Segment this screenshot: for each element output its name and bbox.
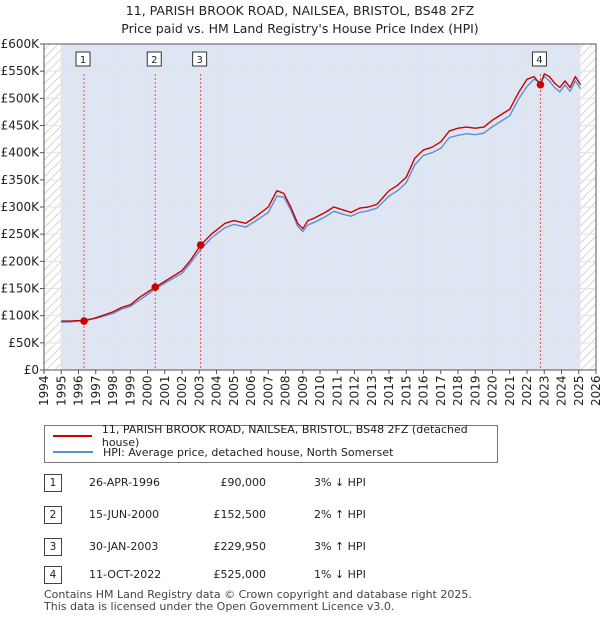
x-tick-label: 2008 [279, 375, 293, 406]
legend-item-hpi: HPI: Average price, detached house, Nort… [53, 444, 393, 460]
price-chart: 1 2 3 4 £0 £50K £100K £150K £200K £250K £300K £350… [1, 37, 600, 406]
transaction-hpi-diff: 3% ↑ HPI [314, 540, 366, 553]
transaction-price: £152,500 [213, 508, 267, 521]
x-tick-label: 2016 [417, 375, 431, 406]
legend-hpi-swatch [53, 451, 93, 453]
x-tick-label: 2013 [365, 375, 379, 406]
legend-item-property: 11, PARISH BROOK ROAD, NAILSEA, BRISTOL,… [53, 423, 497, 449]
y-tick-label: £450K [1, 119, 41, 133]
transaction-price: £525,000 [213, 568, 267, 581]
y-tick-label: £600K [1, 37, 41, 51]
x-tick-label: 1996 [72, 375, 86, 406]
x-tick-label: 2004 [210, 375, 224, 406]
transaction-number: 4 [44, 566, 62, 584]
x-tick-label: 2023 [537, 375, 551, 406]
hpi-line [61, 75, 582, 323]
x-tick-label: 1999 [123, 375, 137, 406]
transaction-marker-box [146, 51, 162, 67]
sale-point [151, 283, 160, 291]
y-tick-label: £100K [1, 309, 41, 323]
transaction-number: 1 [44, 474, 62, 492]
transaction-hpi-diff: 2% ↑ HPI [314, 508, 366, 521]
transaction-number: 3 [44, 538, 62, 556]
legend-property-swatch [53, 435, 92, 437]
sale-point [536, 80, 545, 89]
x-tick-label: 2005 [227, 375, 241, 406]
transaction-hpi-diff: 3% ↓ HPI [314, 476, 366, 489]
x-tick-label: 1998 [106, 375, 120, 406]
transaction-date: 26-APR-1996 [89, 476, 161, 489]
y-tick-label: £500K [1, 91, 41, 105]
transaction-marker-label: 4 [536, 55, 542, 66]
transaction-marker-box [75, 51, 91, 67]
x-tick-label: 2026 [589, 375, 600, 406]
x-tick-label: 2003 [192, 375, 206, 406]
x-tick-label: 2002 [175, 375, 189, 406]
transaction-marker-label: 3 [196, 55, 202, 66]
transaction-price: £229,950 [213, 540, 267, 553]
x-tick-label: 2018 [451, 375, 465, 406]
x-tick-label: 2001 [158, 375, 172, 406]
x-tick-label: 2017 [434, 375, 448, 406]
transaction-date: 15-JUN-2000 [89, 508, 160, 521]
x-tick-label: 2024 [555, 375, 569, 406]
x-tick-label: 2019 [468, 375, 482, 406]
property-price-line [61, 73, 582, 322]
chart-title-line2: Price paid vs. HM Land Registry's House … [121, 21, 479, 36]
x-tick-label: 2022 [520, 375, 534, 406]
chart-title-line1: 11, PARISH BROOK ROAD, NAILSEA, BRISTOL,… [125, 3, 475, 18]
x-tick-label: 1994 [37, 375, 51, 406]
x-tick-label: 2000 [141, 375, 155, 406]
legend-property-label: 11, PARISH BROOK ROAD, NAILSEA, BRISTOL,… [101, 423, 468, 449]
transaction-number: 2 [44, 506, 62, 524]
x-tick-label: 2007 [261, 375, 275, 406]
sale-point [80, 317, 88, 325]
x-tick-label: 2020 [486, 375, 500, 406]
y-tick-label: £50K [8, 336, 40, 350]
transaction-marker-box [192, 51, 208, 67]
y-tick-label: £250K [1, 227, 41, 241]
x-tick-label: 2011 [330, 375, 344, 406]
transaction-date: 11-OCT-2022 [89, 568, 162, 581]
footer: Contains HM Land Registry data © Crown c… [44, 589, 472, 613]
transaction-hpi-diff: 1% ↓ HPI [314, 568, 366, 581]
x-tick-label: 2015 [399, 375, 413, 406]
transaction-marker-box [531, 51, 547, 67]
legend: 11, PARISH BROOK ROAD, NAILSEA, BRISTOL,… [44, 423, 498, 463]
transaction-price: £90,000 [220, 476, 267, 489]
x-tick-label: 2010 [313, 375, 327, 406]
footer-copyright: Contains HM Land Registry data © Crown c… [44, 588, 472, 601]
x-tick-label: 1995 [54, 375, 68, 406]
x-tick-label: 2021 [503, 375, 517, 406]
transaction-marker-label: 2 [151, 55, 157, 66]
x-tick-label: 2006 [244, 375, 258, 406]
y-tick-label: £550K [1, 64, 41, 78]
y-tick-label: £300K [1, 200, 41, 214]
y-tick-label: £150K [1, 282, 41, 296]
x-tick-label: 2009 [296, 375, 310, 406]
y-tick-label: £350K [1, 173, 41, 187]
transaction-date: 30-JAN-2003 [89, 540, 159, 553]
sale-point [196, 241, 205, 249]
x-tick-label: 1997 [89, 375, 103, 406]
transaction-marker-label: 1 [80, 55, 86, 66]
y-tick-label: £200K [1, 254, 41, 268]
y-tick-label: £0 [24, 363, 39, 377]
x-tick-label: 2025 [572, 375, 586, 406]
footer-licence: This data is licensed under the Open Gov… [44, 600, 395, 613]
x-tick-label: 2014 [382, 375, 396, 406]
legend-hpi-label: HPI: Average price, detached house, Nort… [103, 445, 394, 459]
y-tick-label: £400K [1, 146, 41, 160]
x-tick-label: 2012 [348, 375, 362, 406]
